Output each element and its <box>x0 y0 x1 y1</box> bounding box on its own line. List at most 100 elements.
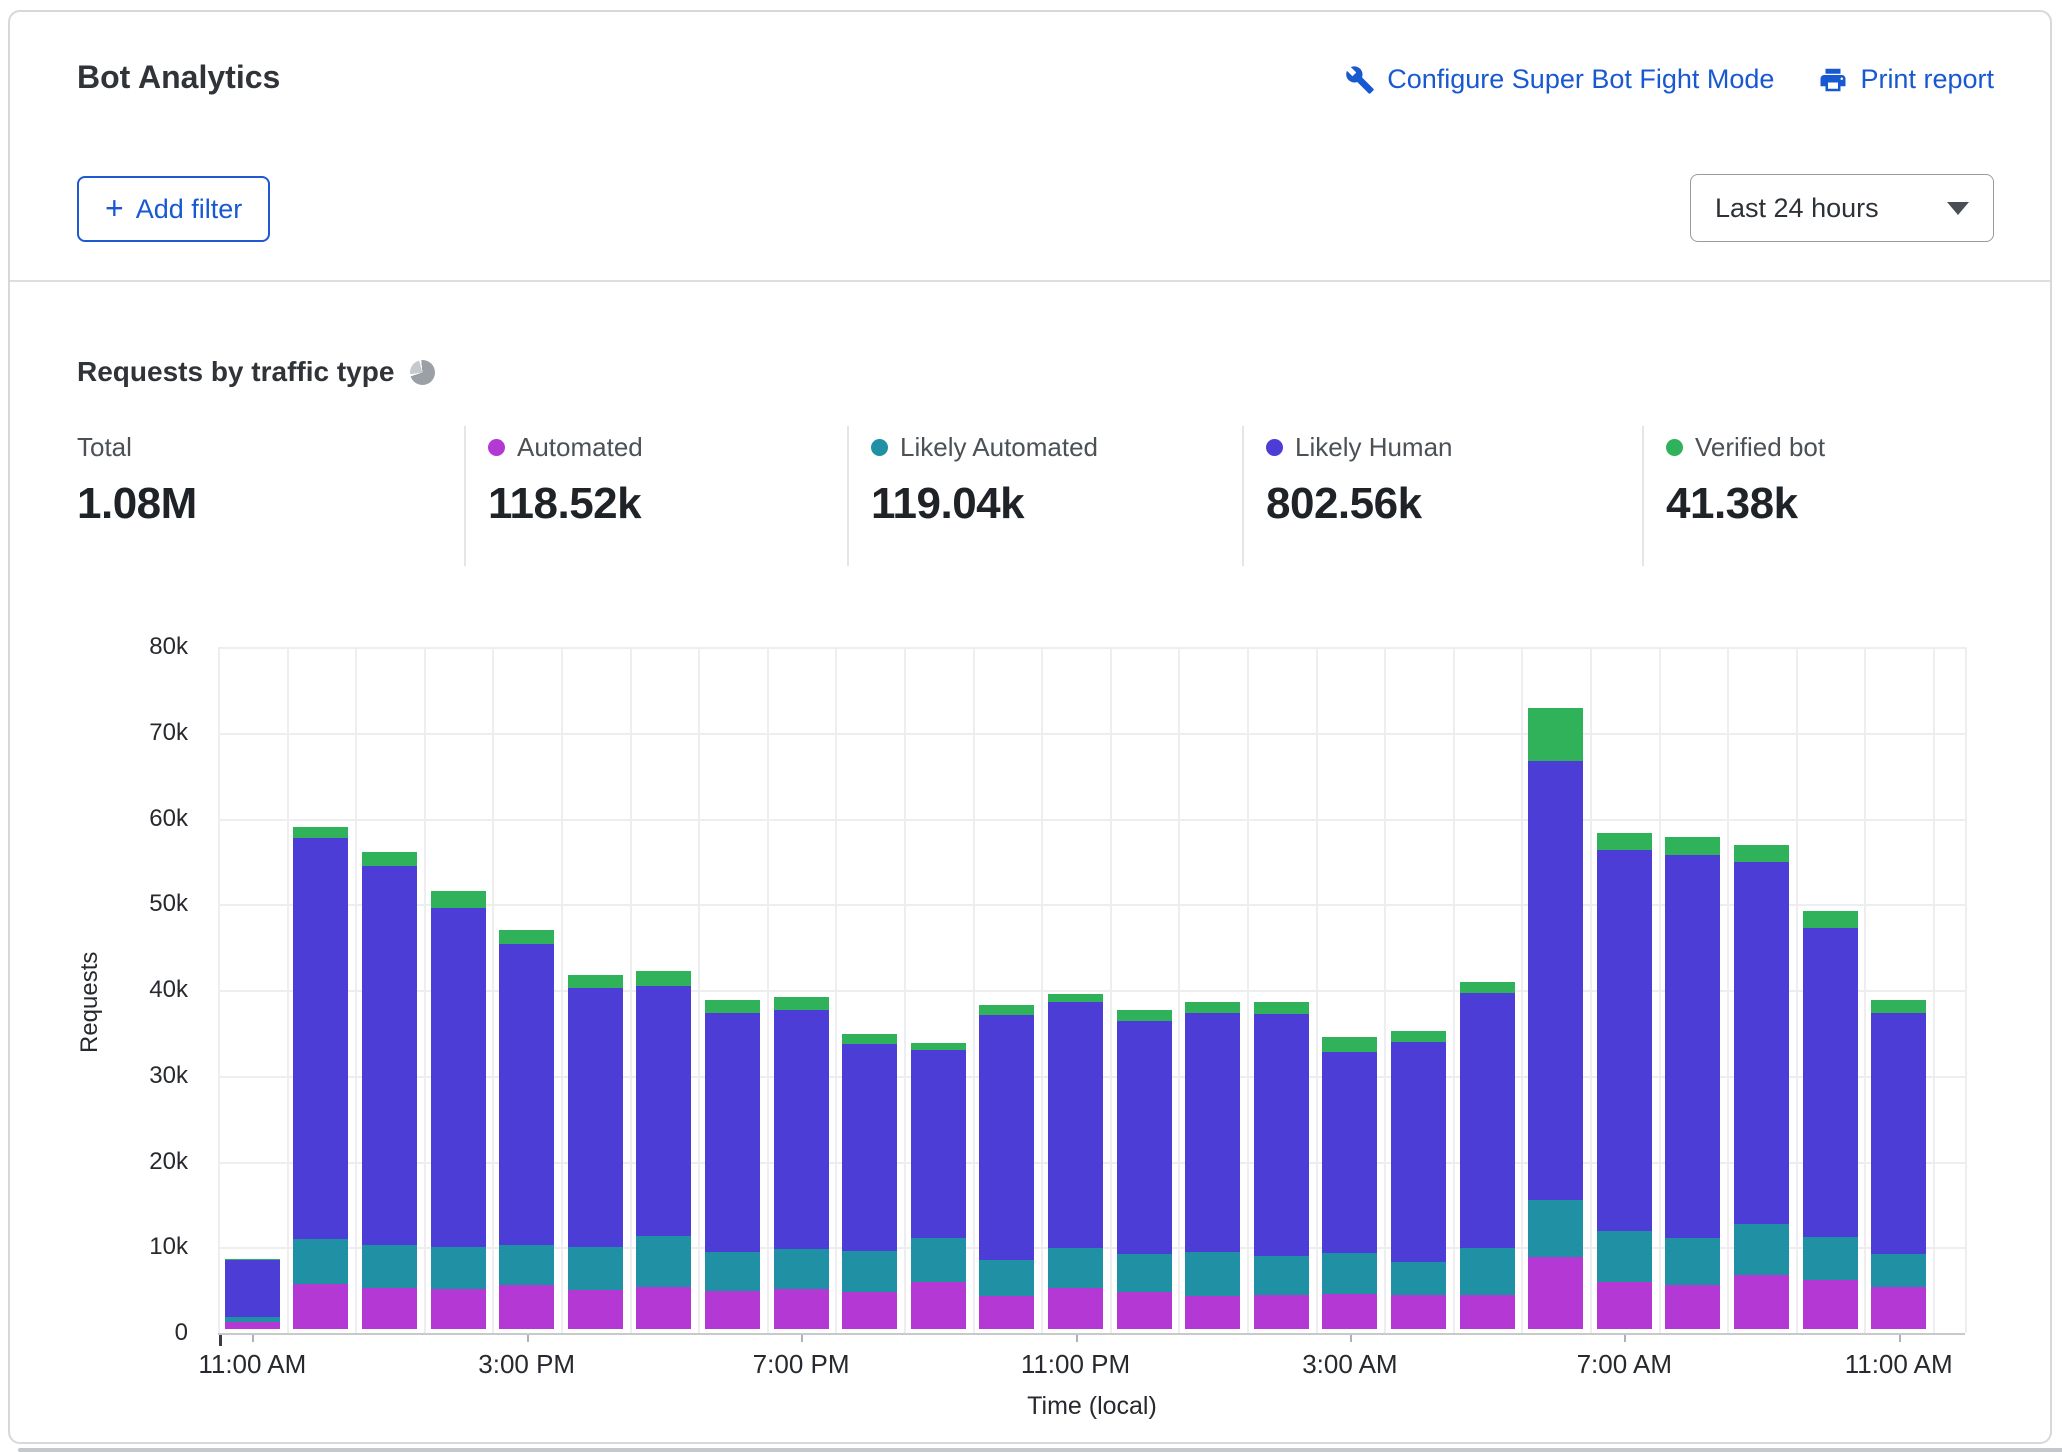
x-tick-label: 7:00 AM <box>1576 1349 1672 1379</box>
bar-segment-verified-bot <box>1048 993 1103 1003</box>
stat-likely-human[interactable]: Likely Human 802.56k <box>1242 426 1642 566</box>
bar-segment-likely-automated <box>1802 1237 1858 1281</box>
x-tick-mark <box>1624 1335 1627 1342</box>
stat-likely-automated[interactable]: Likely Automated 119.04k <box>847 426 1242 566</box>
bar-segment-likely-automated <box>362 1244 417 1288</box>
bar-segment-likely-human <box>842 1044 898 1251</box>
chart-bar-600pm[interactable] <box>705 999 760 1329</box>
print-report-link[interactable]: Print report <box>1818 64 1994 95</box>
chart-bar-1000am[interactable] <box>1802 910 1858 1329</box>
stat-verified-bot[interactable]: Verified bot 41.38k <box>1642 426 1991 566</box>
bar-segment-verified-bot <box>1871 999 1927 1013</box>
gridline-horizontal <box>218 732 1965 735</box>
bar-segment-verified-bot <box>499 930 555 945</box>
chart-bar-800am[interactable] <box>1665 836 1721 1329</box>
print-link-label: Print report <box>1860 64 1994 94</box>
chart-bar-800pm[interactable] <box>842 1034 898 1329</box>
chart-bar-900am[interactable] <box>1734 844 1789 1329</box>
bar-segment-verified-bot <box>1802 910 1858 928</box>
chart-bar-1200am[interactable] <box>1116 1010 1172 1329</box>
chart-bar-900pm[interactable] <box>910 1042 966 1329</box>
chart-bar-1000pm[interactable] <box>979 1004 1035 1329</box>
bar-segment-verified-bot <box>705 999 760 1013</box>
bar-segment-verified-bot <box>979 1004 1035 1016</box>
x-tick-label: 11:00 AM <box>198 1349 307 1379</box>
bar-segment-automated <box>224 1322 280 1329</box>
bar-segment-verified-bot <box>1596 833 1652 850</box>
chart-bar-200pm[interactable] <box>430 890 486 1329</box>
chart-bar-200am[interactable] <box>1253 1002 1309 1329</box>
gridline-vertical <box>1590 647 1592 1333</box>
bar-segment-likely-automated <box>773 1249 829 1289</box>
chart-bar-100pm[interactable] <box>362 852 417 1329</box>
chart-bar-400am[interactable] <box>1391 1030 1446 1329</box>
chart-bar-400pm[interactable] <box>567 974 623 1329</box>
chart-bar-600am[interactable] <box>1528 708 1584 1329</box>
verified-bot-dot-icon <box>1666 439 1683 456</box>
chart-bar-500am[interactable] <box>1459 981 1515 1329</box>
bar-segment-verified-bot <box>1185 1002 1241 1013</box>
x-tick-label: 11:00 PM <box>1020 1349 1131 1379</box>
gridline-vertical <box>1658 647 1661 1333</box>
chart-bar-1100am[interactable] <box>1871 999 1927 1329</box>
bar-segment-automated <box>293 1283 349 1329</box>
bar-segment-likely-human <box>1391 1041 1446 1263</box>
stat-automated-label: Automated <box>517 432 643 462</box>
section-title-label: Requests by traffic type <box>77 356 395 387</box>
bar-segment-likely-human <box>636 986 692 1237</box>
time-range-select[interactable]: Last 24 hours <box>1690 174 1994 242</box>
bar-segment-automated <box>1596 1281 1652 1329</box>
chart-bar-1200pm[interactable] <box>293 826 349 1329</box>
gridline-vertical <box>698 647 701 1333</box>
bar-segment-verified-bot <box>1665 836 1721 855</box>
chart-bar-1100pm[interactable] <box>1048 993 1103 1329</box>
plus-icon: + <box>105 189 124 226</box>
bar-segment-likely-automated <box>842 1250 898 1292</box>
bar-segment-likely-human <box>1116 1021 1172 1255</box>
gridline-vertical <box>423 647 426 1333</box>
bar-segment-automated <box>979 1296 1035 1329</box>
gridline-vertical <box>1178 647 1181 1333</box>
stat-total: Total 1.08M <box>77 426 464 566</box>
bar-segment-likely-automated <box>910 1238 966 1282</box>
stat-verified-bot-value: 41.38k <box>1666 479 1798 528</box>
bar-segment-automated <box>567 1289 623 1329</box>
bar-segment-verified-bot <box>773 997 829 1011</box>
gridline-vertical <box>1933 647 1935 1333</box>
chart-bar-1100am[interactable] <box>224 1258 280 1329</box>
add-filter-button[interactable]: + Add filter <box>77 176 271 242</box>
chart-bar-700pm[interactable] <box>773 997 829 1329</box>
bar-segment-likely-automated <box>1596 1231 1652 1282</box>
bar-segment-likely-human <box>224 1260 280 1317</box>
likely-automated-dot-icon <box>871 439 888 456</box>
chart-bar-300am[interactable] <box>1322 1036 1378 1329</box>
bar-segment-likely-human <box>705 1012 760 1252</box>
configure-super-bot-fight-mode-link[interactable]: Configure Super Bot Fight Mode <box>1345 64 1774 95</box>
y-tick-label: 10k <box>149 1233 188 1261</box>
header-divider <box>10 280 2050 282</box>
bar-segment-likely-automated <box>430 1246 486 1289</box>
bar-segment-likely-human <box>567 987 623 1247</box>
bar-segment-verified-bot <box>567 974 623 988</box>
bar-segment-likely-human <box>910 1050 966 1239</box>
y-tick-label: 20k <box>149 1147 188 1175</box>
bar-segment-likely-automated <box>499 1244 555 1286</box>
bar-segment-likely-automated <box>979 1260 1035 1296</box>
gridline-vertical <box>1452 647 1455 1333</box>
bar-segment-likely-human <box>1665 854 1721 1239</box>
gridline-vertical <box>1521 647 1524 1333</box>
bar-segment-likely-human <box>979 1015 1035 1261</box>
add-filter-label: Add filter <box>135 193 243 224</box>
chart-bar-100am[interactable] <box>1185 1002 1241 1329</box>
chart-bar-700am[interactable] <box>1596 833 1652 1329</box>
chart-bar-500pm[interactable] <box>636 970 692 1329</box>
chart-bar-300pm[interactable] <box>499 930 555 1329</box>
gridline-vertical <box>1384 647 1387 1333</box>
bar-segment-automated <box>1802 1280 1858 1329</box>
configure-link-label: Configure Super Bot Fight Mode <box>1387 64 1775 94</box>
bar-segment-likely-automated <box>293 1238 349 1284</box>
gridline-vertical <box>1247 647 1249 1333</box>
bar-segment-automated <box>430 1288 486 1329</box>
stat-automated[interactable]: Automated 118.52k <box>464 426 847 566</box>
bar-segment-verified-bot <box>1391 1030 1446 1042</box>
